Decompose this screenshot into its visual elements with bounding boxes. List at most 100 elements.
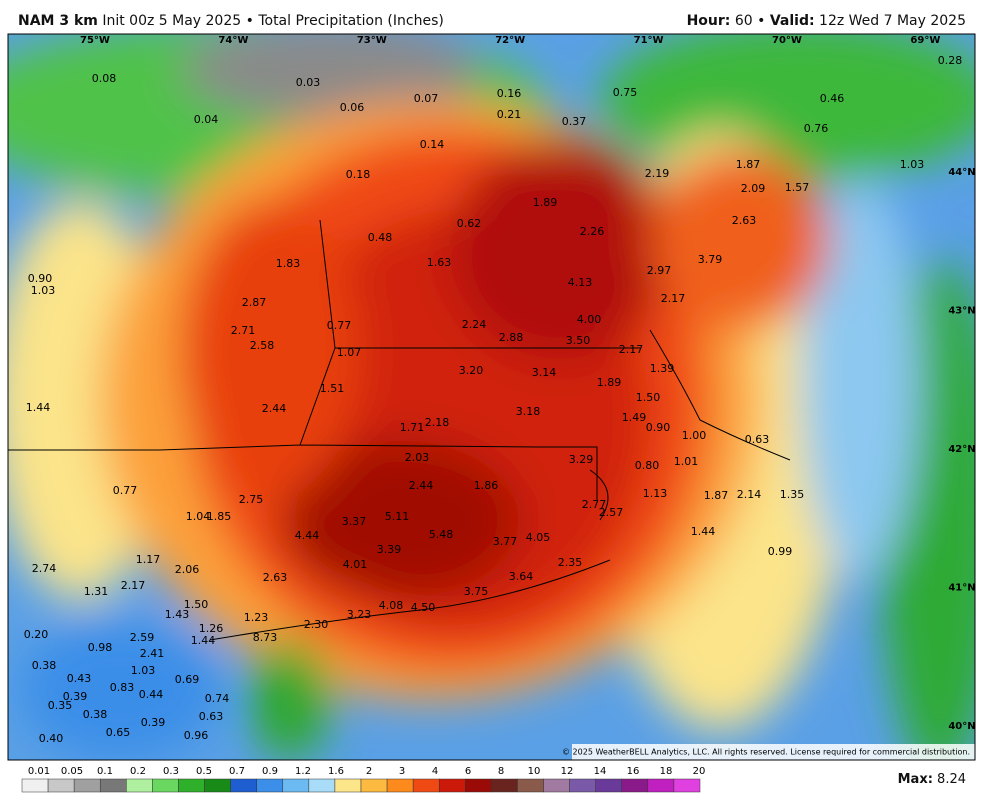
- max-label: Max:: [898, 772, 933, 787]
- colorbar-swatch: [360, 778, 388, 793]
- precip-label: 0.69: [175, 673, 200, 686]
- precip-label: 0.07: [414, 92, 439, 105]
- precip-label: 0.18: [346, 168, 371, 181]
- precip-label: 1.35: [780, 488, 805, 501]
- precip-label: 0.96: [184, 729, 209, 742]
- colorbar-swatch: [256, 778, 284, 793]
- precip-label: 0.83: [110, 681, 135, 694]
- precip-label: 1.89: [597, 376, 622, 389]
- latitude-label: 43°N: [948, 306, 975, 317]
- latitude-label: 42°N: [948, 444, 975, 455]
- precip-label: 0.38: [32, 659, 57, 672]
- precip-label: 1.23: [244, 611, 269, 624]
- precip-label: 3.77: [493, 535, 518, 548]
- precip-label: 0.38: [83, 708, 108, 721]
- precip-label: 0.76: [804, 122, 829, 135]
- precip-label: 4.00: [577, 313, 602, 326]
- precip-label: 0.75: [613, 86, 638, 99]
- precip-label: 1.44: [191, 634, 216, 647]
- colorbar-label: 3: [399, 766, 405, 777]
- colorbar-swatch: [673, 778, 701, 793]
- colorbar-label: 0.9: [262, 766, 278, 777]
- precip-label: 0.63: [745, 433, 770, 446]
- precip-label: 8.73: [253, 631, 278, 644]
- colorbar-label: 10: [528, 766, 541, 777]
- precip-label: 2.44: [409, 479, 434, 492]
- colorbar-label: 16: [627, 766, 640, 777]
- colorbar-swatch: [543, 778, 570, 793]
- precip-label: 1.03: [31, 284, 56, 297]
- precip-label: 1.04: [186, 510, 211, 523]
- copyright: © 2025 WeatherBELL Analytics, LLC. All r…: [562, 748, 970, 757]
- precip-label: 0.98: [88, 641, 113, 654]
- colorbar-swatch: [517, 778, 544, 793]
- precip-label: 0.44: [139, 688, 164, 701]
- longitude-label: 71°W: [634, 35, 664, 46]
- map-frame: [7, 33, 976, 761]
- precip-label: 3.75: [464, 585, 489, 598]
- colorbar-label: 0.05: [61, 766, 83, 777]
- separator: •: [757, 13, 765, 29]
- header-right: Hour: 60 • Valid: 12z Wed 7 May 2025: [687, 13, 966, 29]
- colorbar-swatch: [386, 778, 414, 793]
- precip-label: 1.50: [184, 598, 209, 611]
- precip-label: 0.65: [106, 726, 131, 739]
- longitude-label: 72°W: [495, 35, 525, 46]
- precip-label: 4.01: [343, 558, 368, 571]
- max-value: 8.24: [937, 772, 966, 787]
- colorbar-swatch: [647, 778, 675, 793]
- precip-label: 0.39: [63, 690, 88, 703]
- colorbar-label: 0.2: [130, 766, 146, 777]
- precip-label: 2.63: [732, 214, 757, 227]
- precip-label: 0.20: [24, 628, 49, 641]
- precip-label: 0.16: [497, 87, 522, 100]
- colorbar-swatch: [21, 778, 49, 793]
- precip-label: 2.18: [425, 416, 450, 429]
- precip-label: 0.14: [420, 138, 445, 151]
- precip-label: 1.71: [400, 421, 425, 434]
- precip-label: 2.17: [121, 579, 146, 592]
- precip-field: [8, 34, 975, 760]
- hour-label: Hour:: [687, 13, 731, 29]
- precip-label: 2.63: [263, 571, 288, 584]
- precip-label: 1.63: [427, 256, 452, 269]
- colorbar-swatch: [73, 778, 101, 793]
- precip-label: 1.50: [636, 391, 661, 404]
- longitude-label: 73°W: [357, 35, 387, 46]
- precip-label: 2.44: [262, 402, 287, 415]
- precip-label: 1.87: [736, 158, 761, 171]
- precip-label: 1.44: [691, 525, 716, 538]
- precip-label: 4.08: [379, 599, 404, 612]
- precip-label: 2.59: [130, 631, 155, 644]
- colorbar-label: 18: [660, 766, 673, 777]
- precip-label: 1.03: [131, 664, 156, 677]
- colorbar-swatch: [178, 778, 205, 793]
- precip-label: 1.39: [650, 362, 675, 375]
- precip-label: 2.26: [580, 225, 605, 238]
- precip-label: 4.05: [526, 531, 551, 544]
- precip-label: 0.39: [141, 716, 166, 729]
- colorbar-label: 6: [465, 766, 471, 777]
- colorbar-label: 1.6: [328, 766, 344, 777]
- precip-label: 3.50: [566, 334, 591, 347]
- precip-label: 0.77: [327, 319, 352, 332]
- precip-label: 3.39: [377, 543, 402, 556]
- precip-label: 1.01: [674, 455, 699, 468]
- colorbar-label: 2: [366, 766, 372, 777]
- precip-label: 2.03: [405, 451, 430, 464]
- longitude-label: 70°W: [772, 35, 802, 46]
- precip-label: 0.04: [194, 113, 219, 126]
- colorbar-swatch: [126, 778, 153, 793]
- precip-label: 1.57: [785, 181, 810, 194]
- precip-label: 5.11: [385, 510, 410, 523]
- colorbar-label: 14: [594, 766, 607, 777]
- colorbar-swatch: [152, 778, 179, 793]
- precip-label: 3.18: [516, 405, 541, 418]
- precip-label: 1.13: [643, 487, 668, 500]
- precip-label: 0.74: [205, 692, 230, 705]
- precip-label: 2.30: [304, 618, 329, 631]
- precip-label: 1.86: [474, 479, 499, 492]
- hour: 60: [735, 13, 753, 29]
- precip-label: 2.57: [599, 506, 624, 519]
